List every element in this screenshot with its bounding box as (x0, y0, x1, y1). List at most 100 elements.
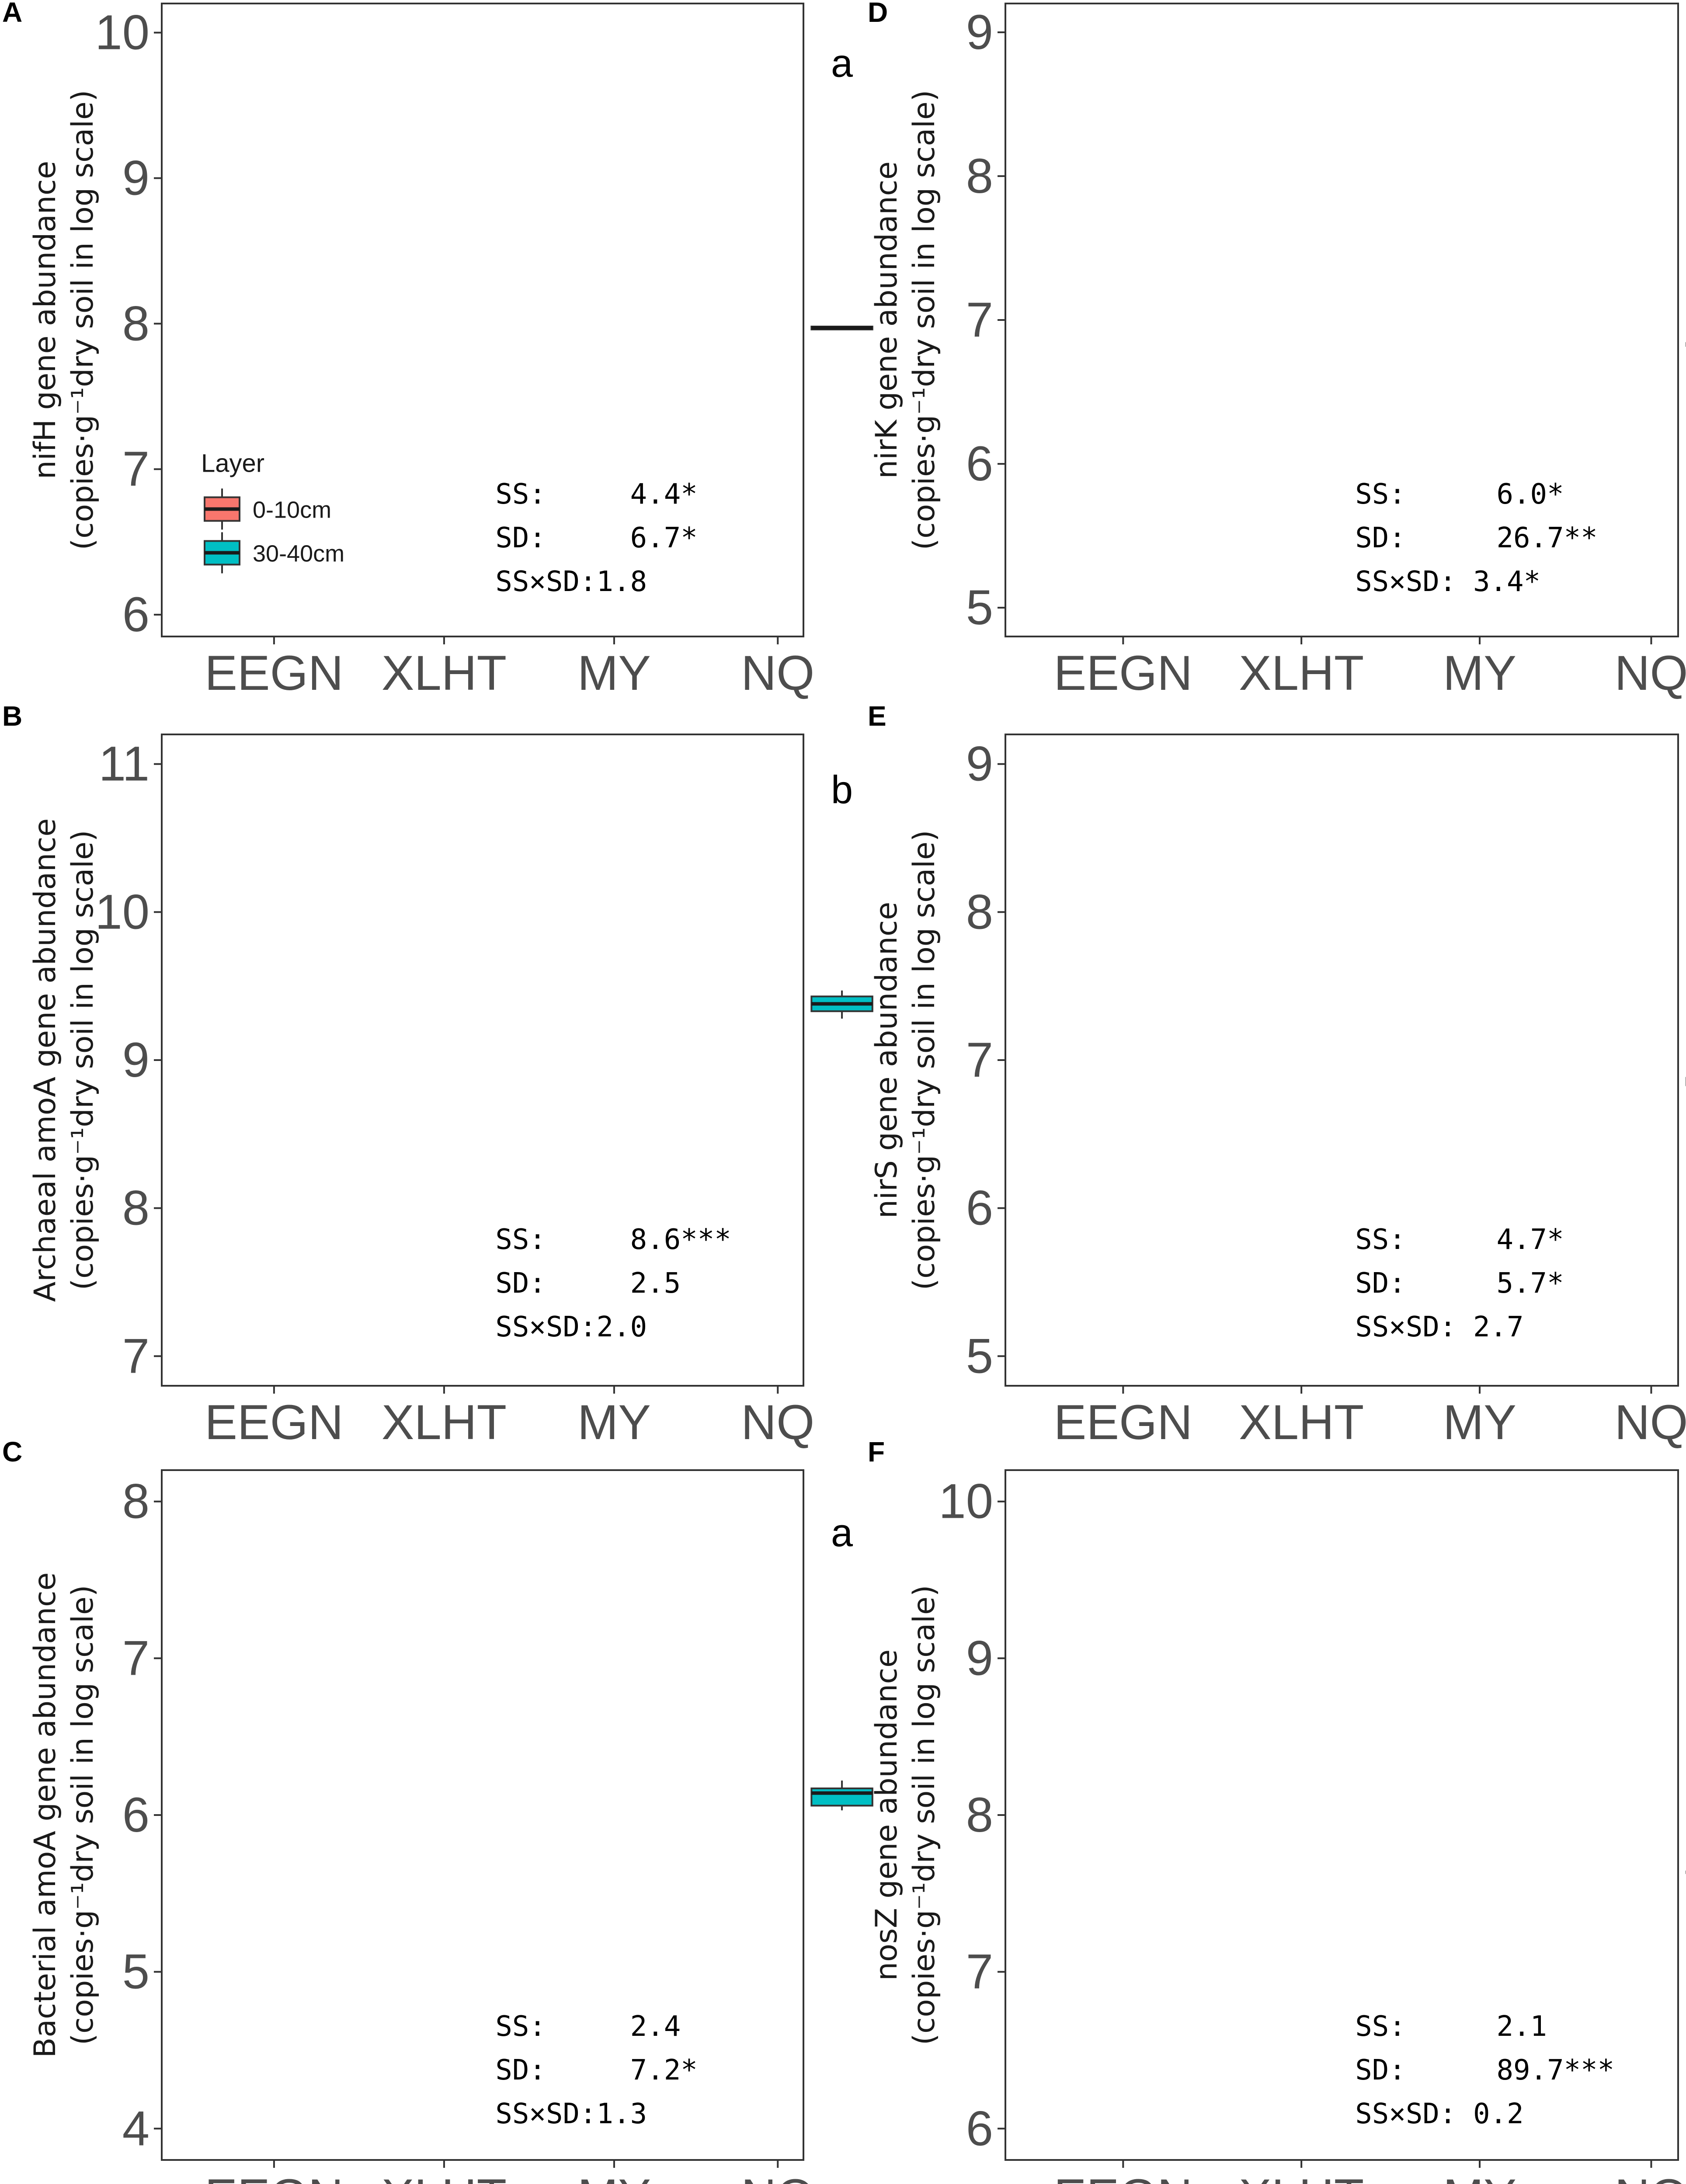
x-tick-label: EEGN (205, 646, 343, 700)
y-axis-label-line2: (copies·g⁻¹dry soil in log scale) (66, 1585, 100, 2045)
y-tick-label: 6 (966, 1181, 993, 1235)
x-tick-label: NQ (741, 1395, 814, 1450)
y-axis-label-line1: nirS gene abundance (869, 902, 904, 1218)
panel-letter: A (2, 0, 22, 28)
stat-ss-label: SS: (1355, 478, 1406, 511)
y-tick-label: 7 (122, 1631, 149, 1685)
x-tick-label: XLHT (1239, 646, 1364, 700)
y-axis-label-line2: (copies·g⁻¹dry soil in log scale) (66, 830, 100, 1290)
stat-ss-value: 4.4* (630, 478, 698, 511)
x-tick-label: NQ (1614, 2169, 1686, 2184)
y-tick-label: 10 (95, 884, 149, 939)
stat-ss-value: 6.0* (1496, 478, 1564, 511)
stat-sd-label: SD: (495, 2054, 546, 2087)
x-tick-label: MY (1443, 2169, 1516, 2184)
stat-sd-label: SD: (495, 1267, 546, 1300)
x-tick-label: XLHT (1239, 2169, 1364, 2184)
stat-interaction: SS×SD: 0.2 (1355, 2098, 1523, 2130)
stat-sd-label: SD: (1355, 522, 1406, 554)
y-tick-label: 9 (122, 1033, 149, 1087)
stat-interaction: SS×SD: 2.7 (1355, 1311, 1523, 1343)
y-tick-label: 6 (966, 2101, 993, 2156)
stat-sd-label: SD: (495, 522, 546, 554)
panel-letter: C (2, 1436, 22, 1468)
y-tick-label: 5 (966, 580, 993, 635)
stat-sd-label: SD: (1355, 2054, 1406, 2087)
y-tick-label: 8 (122, 1474, 149, 1529)
y-axis-label-line1: nosZ gene abundance (869, 1649, 904, 1981)
y-axis-label-line1: Archaeal amoA gene abundance (28, 818, 63, 1302)
y-tick-label: 9 (966, 1631, 993, 1685)
group-letter-lower: b (831, 769, 853, 812)
x-tick-label: XLHT (1239, 1395, 1364, 1450)
x-tick-label: XLHT (382, 1395, 507, 1450)
stat-interaction: SS×SD:1.8 (495, 566, 647, 598)
panel-letter: B (2, 700, 22, 732)
plot-border (1005, 3, 1679, 637)
y-axis-label-line2: (copies·g⁻¹dry soil in log scale) (907, 90, 942, 550)
group-letter-lower: a (831, 1511, 853, 1555)
y-tick-label: 9 (122, 150, 149, 205)
y-tick-label: 11 (99, 737, 149, 791)
stat-ss-label: SS: (1355, 2010, 1406, 2043)
y-tick-label: 4 (122, 2101, 149, 2156)
y-tick-label: 6 (122, 1788, 149, 1842)
y-tick-label: 7 (122, 442, 149, 496)
y-axis-label-line2: (copies·g⁻¹dry soil in log scale) (66, 90, 100, 550)
legend-title: Layer (201, 449, 264, 478)
stat-interaction: SS×SD:2.0 (495, 1311, 647, 1343)
legend-item-label: 0-10cm (253, 497, 331, 523)
y-tick-label: 6 (122, 587, 149, 642)
y-axis-label: Archaeal amoA gene abundance (copies·g⁻¹d… (28, 818, 100, 1302)
y-axis-label-line1: nifH gene abundance (28, 161, 63, 479)
legend: Layer 0-10cm 30-40cm (201, 449, 344, 574)
y-tick-label: 8 (122, 1181, 149, 1235)
y-axis-label: Bacterial amoA gene abundance (copies·g⁻¹… (28, 1572, 100, 2058)
y-tick-label: 8 (966, 1788, 993, 1842)
panel-letter: E (868, 700, 886, 732)
y-axis-label: nirK gene abundance (copies·g⁻¹dry soil i… (869, 90, 942, 550)
panel-C: BaAa*BaABa45678EEGNXLHTMYNQBacterial amo… (2, 1436, 873, 2184)
y-axis-label-line1: nirK gene abundance (869, 161, 904, 479)
y-tick-label: 10 (939, 1474, 993, 1529)
y-tick-label: 8 (122, 296, 149, 351)
x-tick-label: MY (577, 2169, 651, 2184)
x-tick-label: EEGN (1054, 646, 1192, 700)
x-tick-label: NQ (1614, 1395, 1686, 1450)
x-tick-label: MY (577, 646, 651, 700)
plot-border (1005, 734, 1679, 1387)
x-tick-label: XLHT (382, 646, 507, 700)
plot-border (1005, 1469, 1679, 2161)
stat-ss-label: SS: (1355, 1224, 1406, 1256)
y-tick-label: 8 (966, 149, 993, 203)
stat-sd-value: 2.5 (630, 1267, 681, 1300)
y-axis-label: nifH gene abundance (copies·g⁻¹dry soil i… (28, 90, 100, 550)
x-tick-label: NQ (1614, 646, 1686, 700)
x-tick-label: MY (1443, 646, 1516, 700)
y-tick-label: 9 (966, 737, 993, 791)
y-tick-label: 8 (966, 884, 993, 939)
stat-sd-value: 6.7* (630, 522, 698, 554)
y-axis-label-line1: Bacterial amoA gene abundance (28, 1572, 63, 2058)
stat-interaction: SS×SD: 3.4* (1355, 566, 1540, 598)
x-tick-label: EEGN (1054, 2169, 1192, 2184)
stat-ss-value: 2.1 (1496, 2010, 1547, 2043)
x-tick-label: MY (1443, 1395, 1516, 1450)
stat-interaction: SS×SD:1.3 (495, 2098, 647, 2130)
y-tick-label: 9 (966, 5, 993, 59)
stat-ss-value: 2.4 (630, 2010, 681, 2043)
x-tick-label: MY (577, 1395, 651, 1450)
stat-sd-value: 5.7* (1496, 1267, 1564, 1300)
panel-letter: F (868, 1436, 885, 1468)
x-tick-label: XLHT (382, 2169, 507, 2184)
plot-border (161, 3, 804, 637)
x-tick-label: NQ (741, 646, 814, 700)
panel-F: Aa*Aa***Aa*Aa***678910EEGNXLHTMYNQnosZ g… (868, 1436, 1686, 2184)
stat-ss-value: 8.6*** (630, 1224, 731, 1256)
stat-sd-value: 26.7** (1496, 522, 1597, 554)
x-tick-label: EEGN (205, 1395, 343, 1450)
y-tick-label: 10 (95, 5, 149, 60)
